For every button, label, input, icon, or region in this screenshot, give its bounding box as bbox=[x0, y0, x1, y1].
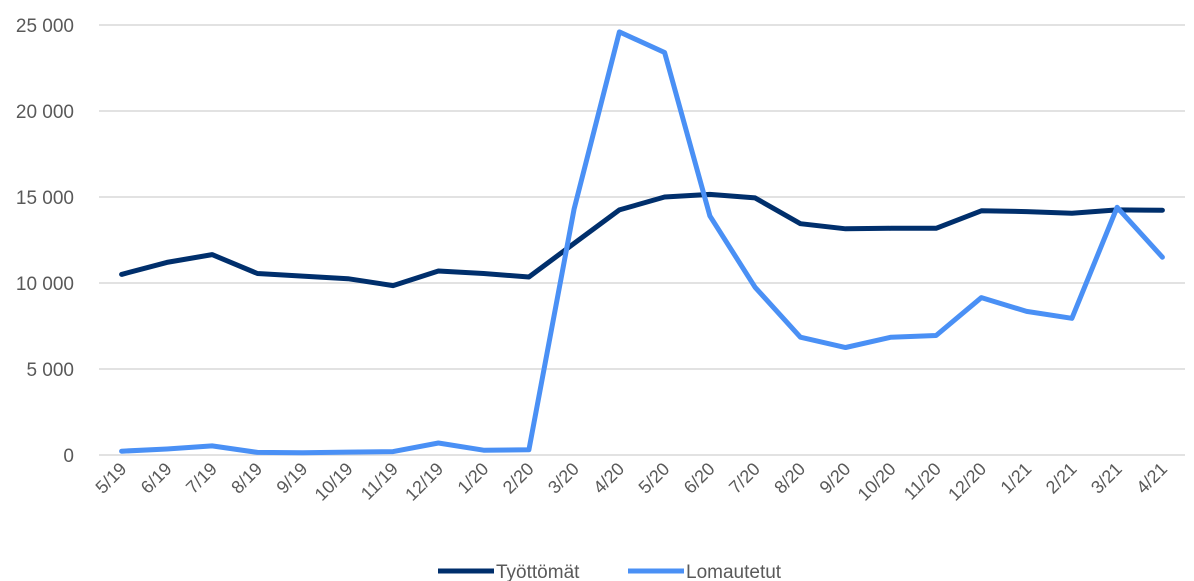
y-tick-label: 10 000 bbox=[16, 274, 74, 295]
y-tick-label: 25 000 bbox=[16, 16, 74, 37]
y-tick-label: 20 000 bbox=[16, 102, 74, 123]
x-tick-label: 5/19 bbox=[92, 459, 131, 498]
legend-label: Työttömät bbox=[496, 562, 580, 581]
x-tick-label: 12/19 bbox=[401, 459, 447, 505]
x-tick-label: 9/20 bbox=[816, 459, 855, 498]
x-tick-label: 6/20 bbox=[680, 459, 719, 498]
y-axis-tick-labels: 0 5 000 10 000 15 000 20 000 25 000 bbox=[16, 16, 74, 467]
x-tick-label: 7/19 bbox=[182, 459, 221, 498]
x-tick-label: 4/21 bbox=[1132, 459, 1171, 498]
x-tick-label: 3/21 bbox=[1087, 459, 1126, 498]
x-tick-label: 9/19 bbox=[273, 459, 312, 498]
x-tick-label: 11/20 bbox=[900, 459, 945, 504]
x-axis-tick-labels: 5/19 6/19 7/19 8/19 9/19 10/19 11/19 12/19 1/20 2… bbox=[92, 459, 1172, 505]
legend: Työttömät Lomautetut bbox=[438, 562, 782, 581]
x-tick-label: 2/20 bbox=[499, 459, 538, 498]
x-tick-label: 10/20 bbox=[854, 459, 900, 505]
x-tick-label: 10/19 bbox=[311, 459, 357, 505]
x-tick-label: 1/21 bbox=[997, 459, 1036, 498]
x-tick-label: 5/20 bbox=[635, 459, 674, 498]
x-tick-label: 4/20 bbox=[589, 459, 628, 498]
gridlines bbox=[99, 24, 1185, 456]
x-tick-label: 1/20 bbox=[454, 459, 493, 498]
y-tick-label: 0 bbox=[63, 446, 74, 467]
x-tick-label: 8/19 bbox=[227, 459, 266, 498]
x-tick-label: 8/20 bbox=[770, 459, 809, 498]
series-lines bbox=[119, 29, 1165, 456]
x-tick-label: 6/19 bbox=[137, 459, 176, 498]
legend-label: Lomautetut bbox=[686, 562, 782, 581]
series-line-0 bbox=[119, 191, 1165, 289]
x-tick-label: 12/20 bbox=[944, 459, 990, 505]
x-tick-label: 2/21 bbox=[1042, 459, 1081, 498]
series-line-1 bbox=[119, 29, 1165, 456]
x-tick-label: 7/20 bbox=[725, 459, 764, 498]
y-tick-label: 15 000 bbox=[16, 188, 74, 209]
x-tick-label: 3/20 bbox=[544, 459, 583, 498]
x-tick-label: 11/19 bbox=[357, 459, 402, 504]
y-tick-label: 5 000 bbox=[26, 360, 74, 381]
